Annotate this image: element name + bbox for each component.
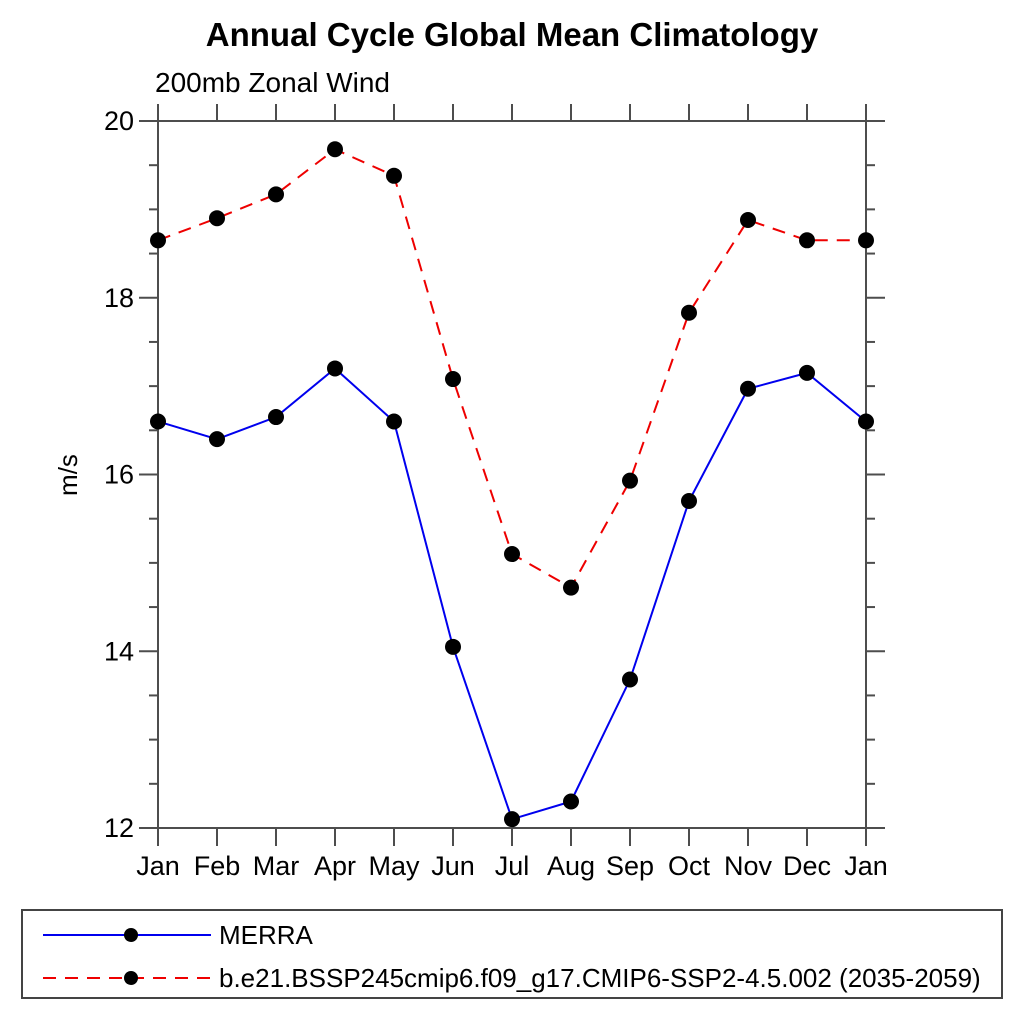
legend-swatch-merra	[43, 928, 211, 942]
y-tick-label: 16	[104, 460, 134, 490]
y-tick-label: 14	[104, 636, 134, 666]
legend-item-merra: MERRA	[23, 920, 313, 950]
data-point-merra	[209, 431, 225, 448]
data-point-merra	[150, 413, 166, 430]
data-point-merra	[681, 493, 697, 510]
data-point-model	[150, 232, 166, 249]
chart-title: Annual Cycle Global Mean Climatology	[205, 16, 819, 53]
data-point-model	[858, 232, 874, 249]
x-tick-label: Sep	[606, 851, 654, 881]
data-point-merra	[504, 811, 520, 828]
x-tick-label: Oct	[668, 851, 711, 881]
data-point-merra	[799, 364, 815, 381]
data-point-merra	[445, 638, 461, 655]
x-tick-label: Apr	[314, 851, 356, 881]
y-tick-label: 12	[104, 813, 134, 843]
data-point-merra	[268, 409, 284, 426]
data-line-model	[157, 148, 866, 589]
x-tick-label: Dec	[783, 851, 831, 881]
x-tick-label: Jul	[495, 851, 530, 881]
legend-marker-dot	[124, 971, 138, 985]
x-tick-label: Jan	[136, 851, 180, 881]
data-point-merra	[327, 360, 343, 377]
legend-marker-dot	[124, 928, 138, 942]
x-tick-label: May	[368, 851, 420, 881]
data-point-merra	[622, 671, 638, 688]
y-tick-label: 18	[104, 283, 134, 313]
x-tick-label: Mar	[253, 851, 300, 881]
plot-border	[157, 120, 867, 829]
legend-label-merra: MERRA	[219, 919, 313, 950]
x-tick-label: Aug	[547, 851, 595, 881]
data-point-model	[622, 472, 638, 489]
data-point-merra	[740, 380, 756, 397]
legend-label-model: b.e21.BSSP245cmip6.f09_g17.CMIP6-SSP2-4.…	[219, 962, 981, 993]
data-point-model	[563, 579, 579, 596]
data-line-merra	[157, 367, 867, 821]
chart-subtitle: 200mb Zonal Wind	[155, 67, 391, 98]
data-point-merra	[858, 413, 874, 430]
legend-swatch-model	[43, 971, 211, 985]
data-point-model	[386, 167, 402, 184]
data-point-model	[504, 546, 520, 563]
data-point-model	[209, 210, 225, 227]
data-point-model	[681, 304, 697, 321]
y-tick-label: 20	[104, 106, 134, 136]
x-tick-label: Feb	[194, 851, 241, 881]
data-point-model	[799, 232, 815, 249]
x-tick-label: Nov	[724, 851, 773, 881]
legend-box: MERRA b.e21.BSSP245cmip6.f09_g17.CMIP6-S…	[21, 909, 1003, 999]
legend-item-model: b.e21.BSSP245cmip6.f09_g17.CMIP6-SSP2-4.…	[23, 963, 981, 993]
x-tick-label: Jun	[431, 851, 475, 881]
data-point-model	[327, 141, 343, 158]
data-point-model	[445, 371, 461, 388]
data-point-model	[268, 186, 284, 203]
data-point-merra	[563, 793, 579, 810]
data-point-merra	[386, 413, 402, 430]
plot-area: Jan Feb Mar Apr May Jun Jul Aug Sep Oct Nov Dec Jan1…	[104, 104, 888, 881]
x-tick-label: Jan	[844, 851, 888, 881]
data-point-model	[740, 211, 756, 228]
